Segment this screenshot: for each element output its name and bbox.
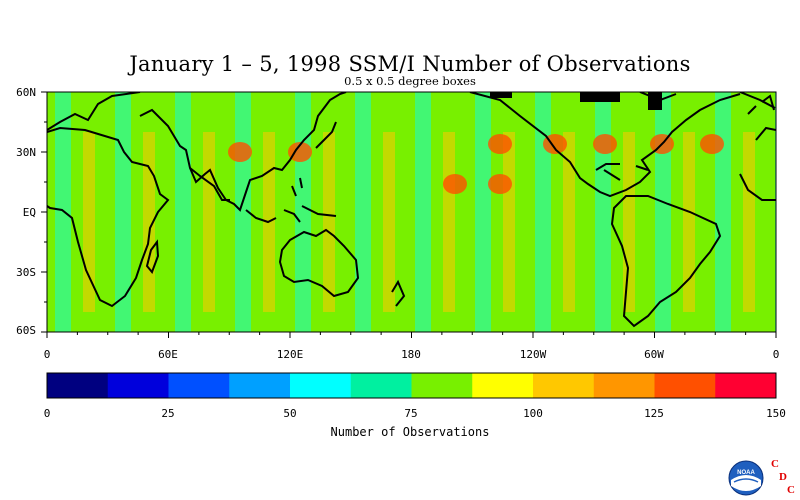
coastline-south-america (610, 195, 722, 328)
low-count-band (175, 92, 191, 332)
low-count-band (475, 92, 491, 332)
low-count-band (775, 92, 776, 332)
noaa-logo: NOAA C D C (728, 458, 795, 496)
y-axis-label-30n: 30N (16, 146, 36, 159)
colorbar-tick-125: 125 (644, 407, 664, 420)
coastline-north-america (469, 92, 741, 198)
colorbar-tick-0: 0 (43, 407, 51, 420)
colorbar-tick-75: 75 (404, 407, 418, 420)
colorbar-title: Number of Observations (330, 425, 490, 439)
low-count-band (355, 92, 371, 332)
high-count-band (383, 132, 395, 312)
low-count-band (115, 92, 131, 332)
coastline-caribbean (595, 163, 649, 171)
hotspot (228, 142, 252, 162)
page-subtitle: 0.5 x 0.5 degree boxes (344, 74, 476, 88)
colorbar-swatch-2 (168, 373, 230, 398)
low-count-band (535, 92, 551, 332)
noaa-logo-text: NOAA (737, 470, 755, 476)
colorbar-swatch-9 (593, 373, 655, 398)
hotspot (593, 134, 617, 154)
coastline-australia (278, 228, 360, 298)
colorbar-tick-50: 50 (283, 407, 297, 420)
x-axis-label-60e: 60E (158, 348, 178, 361)
high-count-band (143, 132, 155, 312)
colorbar-swatch-6 (411, 373, 473, 398)
cdc-letter-c2: C (787, 484, 795, 496)
low-count-band (295, 92, 311, 332)
coastline-eurasia (47, 92, 347, 212)
colorbar (46, 372, 777, 399)
high-observation-spots (228, 134, 724, 194)
sea-ice-regions (490, 92, 662, 110)
colorbar-tick-100: 100 (523, 407, 543, 420)
colorbar-frame (46, 372, 777, 399)
high-count-band (683, 132, 695, 312)
high-count-band (323, 132, 335, 312)
colorbar-swatch-11 (715, 373, 777, 398)
x-axis-label-60w: 60W (644, 348, 664, 361)
high-count-band (503, 132, 515, 312)
x-axis-label-120e: 120E (276, 348, 304, 361)
low-count-band (415, 92, 431, 332)
colorbar-swatch-4 (290, 373, 352, 398)
low-count-band (595, 92, 611, 332)
coastline-japan (315, 121, 337, 149)
x-axis-label-0: 0 (43, 348, 51, 361)
colorbar-swatch-10 (654, 373, 716, 398)
coastlines (47, 92, 776, 328)
coastline-madagascar (145, 239, 160, 274)
coastline-new-zealand (391, 279, 406, 307)
colorbar-tick-25: 25 (161, 407, 175, 420)
coastline-africa (47, 126, 170, 308)
x-axis-label-120w: 120W (519, 348, 547, 361)
y-axis-label-60s: 60S (16, 324, 36, 337)
colorbar-swatch-5 (350, 373, 412, 398)
x-axis-label-0-end: 0 (772, 348, 780, 361)
colorbar-swatch-3 (229, 373, 291, 398)
hotspot (488, 134, 512, 154)
x-axis-label-180: 180 (401, 348, 421, 361)
y-axis-label-60n: 60N (16, 86, 36, 99)
high-count-band (443, 132, 455, 312)
hotspot (443, 174, 467, 194)
coastline-iberia (739, 126, 776, 201)
colorbar-swatch-8 (533, 373, 595, 398)
colorbar-swatch-7 (472, 373, 534, 398)
colorbar-tick-150: 150 (766, 407, 786, 420)
cdc-letter-c1: C (771, 458, 779, 470)
coastline-india (189, 167, 230, 201)
y-axis-label-eq: EQ (22, 206, 36, 219)
high-count-band (203, 132, 215, 312)
y-axis-label-30s: 30S (16, 266, 36, 279)
colorbar-swatch-1 (107, 373, 169, 398)
hotspot (488, 174, 512, 194)
high-count-band (743, 132, 755, 312)
hotspot (700, 134, 724, 154)
page-title: January 1 – 5, 1998 SSM/I Number of Obse… (129, 52, 691, 76)
coastline-indonesia (245, 177, 337, 224)
hotspot (288, 142, 312, 162)
map-background (47, 92, 776, 332)
colorbar-swatch-0 (47, 373, 109, 398)
high-count-band (623, 132, 635, 312)
coastline-uk (747, 94, 775, 115)
low-count-band (715, 92, 731, 332)
cdc-letter-d: D (779, 471, 787, 483)
high-count-band (563, 132, 575, 312)
